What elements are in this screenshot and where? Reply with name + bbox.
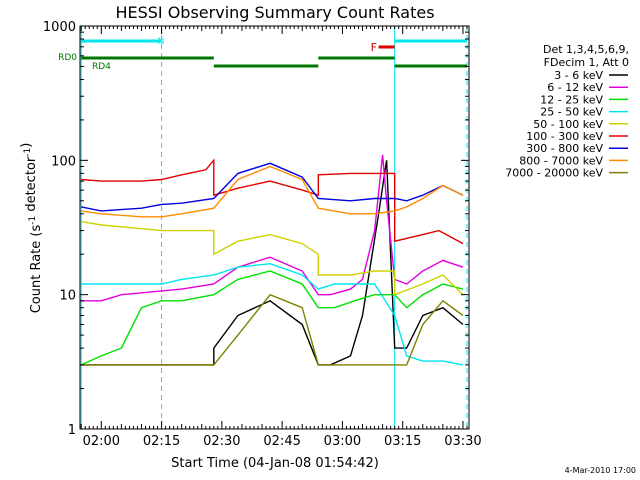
legend-entry-label: 300 - 800 keV (526, 142, 603, 155)
x-tick-label: 02:00 (83, 434, 120, 449)
flag-label-n: N (158, 37, 165, 47)
x-tick-label: 02:30 (203, 434, 240, 449)
series-line-7 (81, 165, 464, 218)
series-line-1 (81, 154, 464, 302)
series-line-6 (81, 162, 464, 212)
legend-header-line-2: FDecim 1, Att 0 (544, 56, 629, 69)
y-tick-label: 1000 (43, 20, 76, 35)
legend-entry-label: 25 - 50 keV (540, 106, 603, 119)
flag-label-rd4: RD4 (92, 62, 111, 72)
generation-timestamp: 4-Mar-2010 17:00 (565, 466, 636, 475)
series-line-2 (80, 270, 464, 366)
x-tick-label: 03:30 (444, 434, 481, 449)
y-axis-label: Count Rate (s-1 detector-1) (19, 143, 44, 314)
legend-entry-label: 100 - 300 keV (526, 130, 603, 143)
series-line-5 (81, 158, 464, 245)
x-axis-label: Start Time (04-Jan-08 01:54:42) (171, 456, 379, 471)
legend-entry-label: 6 - 12 keV (547, 81, 603, 94)
flag-label-f: F (371, 41, 377, 54)
x-tick-label: 02:15 (143, 434, 180, 449)
series-line-8 (81, 293, 464, 366)
y-tick-label: 1 (68, 423, 76, 438)
flag-label-rd0: RD0 (58, 53, 77, 63)
x-tick-label: 02:45 (263, 434, 300, 449)
series-line-0 (81, 160, 464, 366)
legend-entry-label: 3 - 6 keV (554, 69, 603, 82)
legend-entry-label: 12 - 25 keV (540, 93, 603, 106)
legend-entry-label: 7000 - 20000 keV (505, 167, 603, 180)
x-tick-label: 03:15 (384, 434, 421, 449)
series-line-4 (81, 220, 464, 296)
plot-area: N F RD0 RD4 (58, 26, 468, 429)
y-tick-label: 100 (51, 154, 76, 169)
legend-header-line-1: Det 1,3,4,5,6,9, (543, 43, 629, 56)
y-tick-label: 10 (59, 289, 76, 304)
axes: 1 10 100 1000 02:00 02:15 02:30 02:45 03:00 03:15… (43, 20, 482, 449)
chart-title: HESSI Observing Summary Count Rates (115, 3, 434, 22)
legend-entry-label: 800 - 7000 keV (519, 154, 603, 167)
plot-frame (79, 25, 470, 430)
x-tick-label: 03:00 (324, 434, 361, 449)
legend: Det 1,3,4,5,6,9, FDecim 1, Att 0 3 - 6 k… (505, 43, 629, 180)
legend-entry-label: 50 - 100 keV (533, 118, 603, 131)
series-line-3 (81, 262, 464, 366)
